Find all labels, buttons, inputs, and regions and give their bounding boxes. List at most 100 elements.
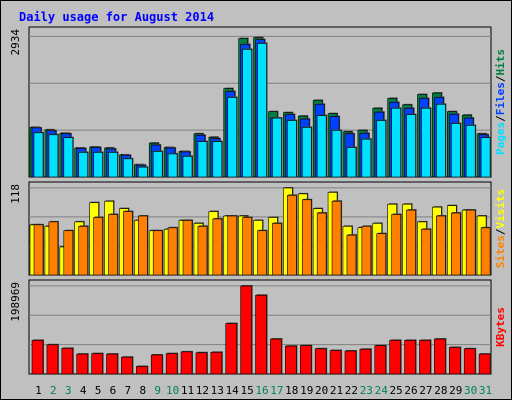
bar-sites-25 <box>391 214 401 276</box>
x-tick-label: 17 <box>270 384 283 397</box>
bar-pages-31 <box>480 137 491 178</box>
bar-kbytes-28 <box>434 338 446 375</box>
axis-label-part: Hits <box>494 49 507 76</box>
bar-kbytes-22 <box>344 350 357 375</box>
bar-pages-11 <box>182 156 193 178</box>
x-tick-label: 5 <box>95 384 102 397</box>
bar-sites-6 <box>108 214 118 276</box>
bar-kbytes-13 <box>210 352 223 375</box>
x-tick-label: 18 <box>285 384 298 397</box>
bar-sites-14 <box>227 215 238 276</box>
series-axis-label: KBytes <box>494 307 507 347</box>
bar-sites-21 <box>331 200 342 276</box>
bar-sites-27 <box>421 228 431 276</box>
bar-pages-7 <box>123 158 133 178</box>
x-tick-label: 20 <box>315 384 328 397</box>
x-tick-label: 3 <box>65 384 72 397</box>
bar-sites-9 <box>152 230 163 276</box>
bar-pages-15 <box>242 49 252 178</box>
axis-label-part: / <box>494 115 507 122</box>
bar-pages-14 <box>227 97 238 178</box>
bar-pages-2 <box>48 134 59 178</box>
bar-kbytes-9 <box>150 354 163 375</box>
bar-sites-10 <box>167 227 178 276</box>
bar-pages-5 <box>93 152 103 178</box>
bar-sites-5 <box>93 217 103 276</box>
bar-pages-23 <box>361 138 372 178</box>
bar-sites-18 <box>287 195 297 276</box>
bar-sites-3 <box>63 230 74 276</box>
bar-kbytes-5 <box>91 353 103 375</box>
bar-kbytes-29 <box>448 347 461 375</box>
x-tick-label: 2 <box>50 384 57 397</box>
series-axis-label: Pages/Files/Hits <box>494 49 507 155</box>
y-max-label: 2934 <box>9 29 22 56</box>
x-tick-label: 29 <box>449 384 462 397</box>
bar-pages-30 <box>465 125 476 178</box>
bar-kbytes-27 <box>419 340 431 375</box>
bar-sites-16 <box>257 230 267 276</box>
bar-pages-3 <box>63 137 74 178</box>
bar-sites-24 <box>376 233 387 276</box>
bar-kbytes-14 <box>225 323 238 375</box>
bar-kbytes-10 <box>165 353 178 375</box>
bar-pages-24 <box>376 120 387 178</box>
bar-sites-22 <box>346 234 357 276</box>
x-tick-label: 28 <box>434 384 447 397</box>
x-tick-label: 24 <box>375 384 389 397</box>
bar-pages-25 <box>391 107 401 178</box>
bar-pages-18 <box>287 120 297 178</box>
series-kbytes <box>31 285 492 375</box>
bar-kbytes-31 <box>478 353 491 375</box>
bar-pages-17 <box>272 117 282 178</box>
bar-pages-22 <box>346 147 357 178</box>
x-tick-label: 31 <box>479 384 492 397</box>
chart-panels: 2934 Pages/Files/Hits 118 Sites/Visits 19896… <box>9 26 507 375</box>
axis-label-part: / <box>494 228 507 235</box>
axis-label-part: / <box>494 75 507 82</box>
bar-pages-19 <box>301 127 312 178</box>
bar-kbytes-1 <box>31 340 44 375</box>
bar-pages-26 <box>406 114 416 178</box>
bar-sites-17 <box>272 223 282 276</box>
chart-title: Daily usage for August 2014 <box>19 10 214 24</box>
x-tick-label: 12 <box>196 384 209 397</box>
axis-label-part: Sites <box>494 235 507 268</box>
bar-pages-10 <box>167 153 178 178</box>
bar-kbytes-12 <box>195 352 208 375</box>
x-axis-labels: 1 2 3 4 5 6 7 8 9 10 11 12 13 14 15 16 17 18 19 20 21 22 23 24 2… <box>35 384 492 397</box>
bar-kbytes-6 <box>106 353 118 375</box>
x-tick-label: 4 <box>80 384 87 397</box>
series-axis-label: Sites/Visits <box>494 189 507 269</box>
bar-sites-26 <box>406 209 416 276</box>
x-tick-label: 11 <box>181 384 194 397</box>
x-tick-label: 8 <box>139 384 146 397</box>
x-tick-label: 16 <box>255 384 268 397</box>
bar-sites-8 <box>138 215 148 276</box>
panel-requests: 2934 Pages/Files/Hits <box>9 26 507 178</box>
x-tick-label: 25 <box>390 384 403 397</box>
y-max-label: 198969 <box>9 282 22 322</box>
axis-label-part: Pages <box>494 122 507 155</box>
bar-pages-27 <box>421 107 431 178</box>
bar-sites-23 <box>361 226 372 276</box>
bar-pages-16 <box>257 43 267 178</box>
bar-kbytes-16 <box>255 294 267 375</box>
bar-sites-30 <box>465 209 476 276</box>
x-tick-label: 1 <box>35 384 42 397</box>
bar-kbytes-3 <box>61 348 74 375</box>
bar-kbytes-25 <box>389 340 401 375</box>
x-tick-label: 27 <box>419 384 432 397</box>
series-sites <box>33 194 492 276</box>
bar-kbytes-8 <box>136 366 148 375</box>
bar-pages-1 <box>33 132 44 178</box>
bar-kbytes-24 <box>374 345 387 375</box>
bar-kbytes-30 <box>463 348 476 375</box>
bar-pages-28 <box>436 104 446 178</box>
bar-kbytes-4 <box>76 353 89 375</box>
y-max-label: 118 <box>9 184 22 204</box>
bar-kbytes-19 <box>299 345 312 375</box>
bar-pages-21 <box>331 130 342 178</box>
